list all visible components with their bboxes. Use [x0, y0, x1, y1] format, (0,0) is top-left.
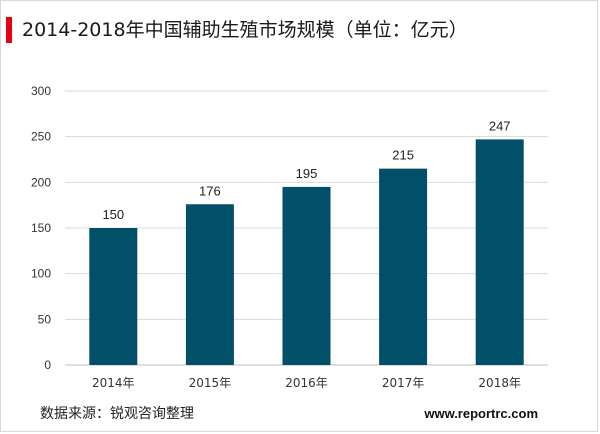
data-label: 176 [199, 183, 221, 198]
bar[interactable] [282, 186, 331, 365]
y-tick-label: 0 [44, 358, 51, 372]
chart-title: 2014-2018年中国辅助生殖市场规模（单位：亿元） [22, 19, 468, 41]
x-tick-label: 2018年 [478, 376, 521, 390]
y-axis-ticks: 0 50 100 150 200 250 300 [31, 84, 51, 372]
website-link[interactable]: www.reportrc.com [424, 406, 538, 421]
y-tick-label: 200 [31, 175, 51, 189]
x-tick-label: 2014年 [92, 376, 135, 390]
y-tick-label: 250 [31, 130, 51, 144]
data-label: 215 [392, 148, 414, 163]
x-axis-ticks: 2014年 2015年 2016年 2017年 2018年 [92, 376, 521, 390]
y-tick-label: 50 [38, 312, 52, 326]
title-accent-bar [6, 17, 12, 43]
x-tick-label: 2016年 [285, 376, 328, 390]
bar[interactable] [185, 204, 234, 365]
y-tick-label: 300 [31, 84, 51, 98]
data-labels: 150 176 195 215 247 [102, 118, 510, 222]
bar[interactable] [475, 139, 524, 365]
data-label: 195 [296, 166, 318, 181]
x-tick-label: 2017年 [382, 376, 425, 390]
bars [89, 139, 524, 365]
grid-lines [65, 90, 548, 366]
bar[interactable] [89, 228, 138, 365]
bar[interactable] [379, 168, 428, 365]
data-label: 247 [489, 118, 511, 133]
y-tick-label: 150 [31, 221, 51, 235]
data-source-note: 数据来源：锐观咨询整理 [40, 406, 194, 422]
data-label: 150 [102, 207, 124, 222]
y-tick-label: 100 [31, 267, 51, 281]
x-tick-label: 2015年 [189, 376, 232, 390]
